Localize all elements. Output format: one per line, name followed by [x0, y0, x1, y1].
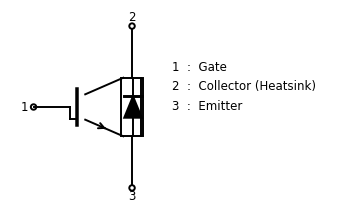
Text: 3: 3 [128, 190, 136, 203]
Polygon shape [124, 96, 142, 118]
Text: 1: 1 [21, 101, 29, 113]
Text: 2  :  Collector (Heatsink): 2 : Collector (Heatsink) [172, 80, 316, 93]
Text: 2: 2 [128, 11, 136, 24]
Text: 3  :  Emitter: 3 : Emitter [172, 100, 243, 113]
Text: 1  :  Gate: 1 : Gate [172, 61, 227, 74]
